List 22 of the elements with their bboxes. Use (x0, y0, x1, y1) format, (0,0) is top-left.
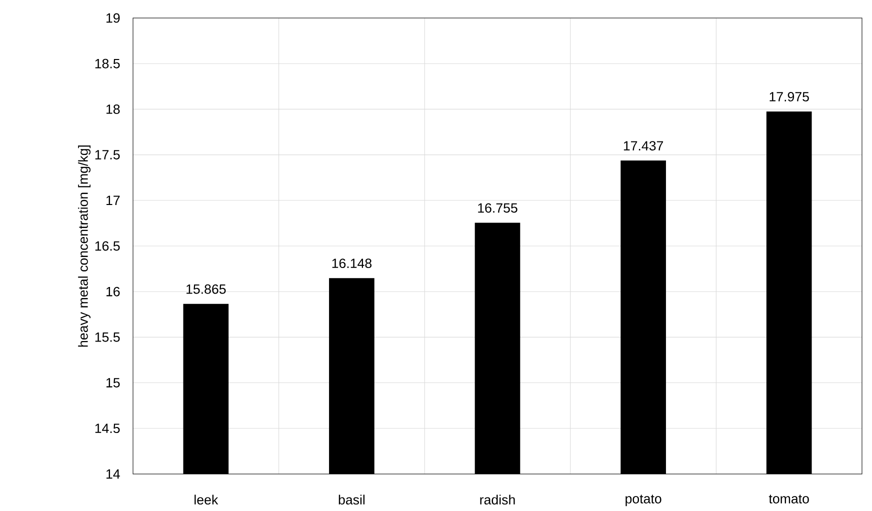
y-axis-title: heavy metal concentration [mg/kg] (78, 146, 91, 347)
x-tick-label: basil (338, 494, 365, 505)
y-tick-label: 18 (106, 104, 120, 114)
x-tick-label: leek (194, 494, 218, 505)
y-tick-label: 17 (106, 196, 120, 206)
data-label: 15.865 (186, 284, 226, 294)
x-tick-label: tomato (768, 494, 809, 504)
y-tick-label: 18.5 (95, 59, 120, 69)
y-tick-label: 16 (106, 287, 120, 297)
data-label: 16.148 (332, 258, 372, 268)
x-tick-label: potato (626, 494, 662, 506)
y-tick-label: 15 (106, 378, 120, 388)
y-tick-label: 17.5 (95, 150, 120, 160)
y-tick-label: 14.5 (95, 424, 120, 434)
data-label: 17.437 (624, 141, 664, 151)
y-tick-label: 16.5 (95, 242, 120, 251)
y-tick-label: 19 (106, 14, 120, 23)
y-tick-label: 14 (106, 470, 120, 479)
x-tick-label: radish (480, 494, 515, 505)
y-tick-label: 15.5 (95, 332, 120, 342)
data-label: 16.755 (478, 204, 518, 213)
data-label: 17.975 (770, 92, 809, 102)
